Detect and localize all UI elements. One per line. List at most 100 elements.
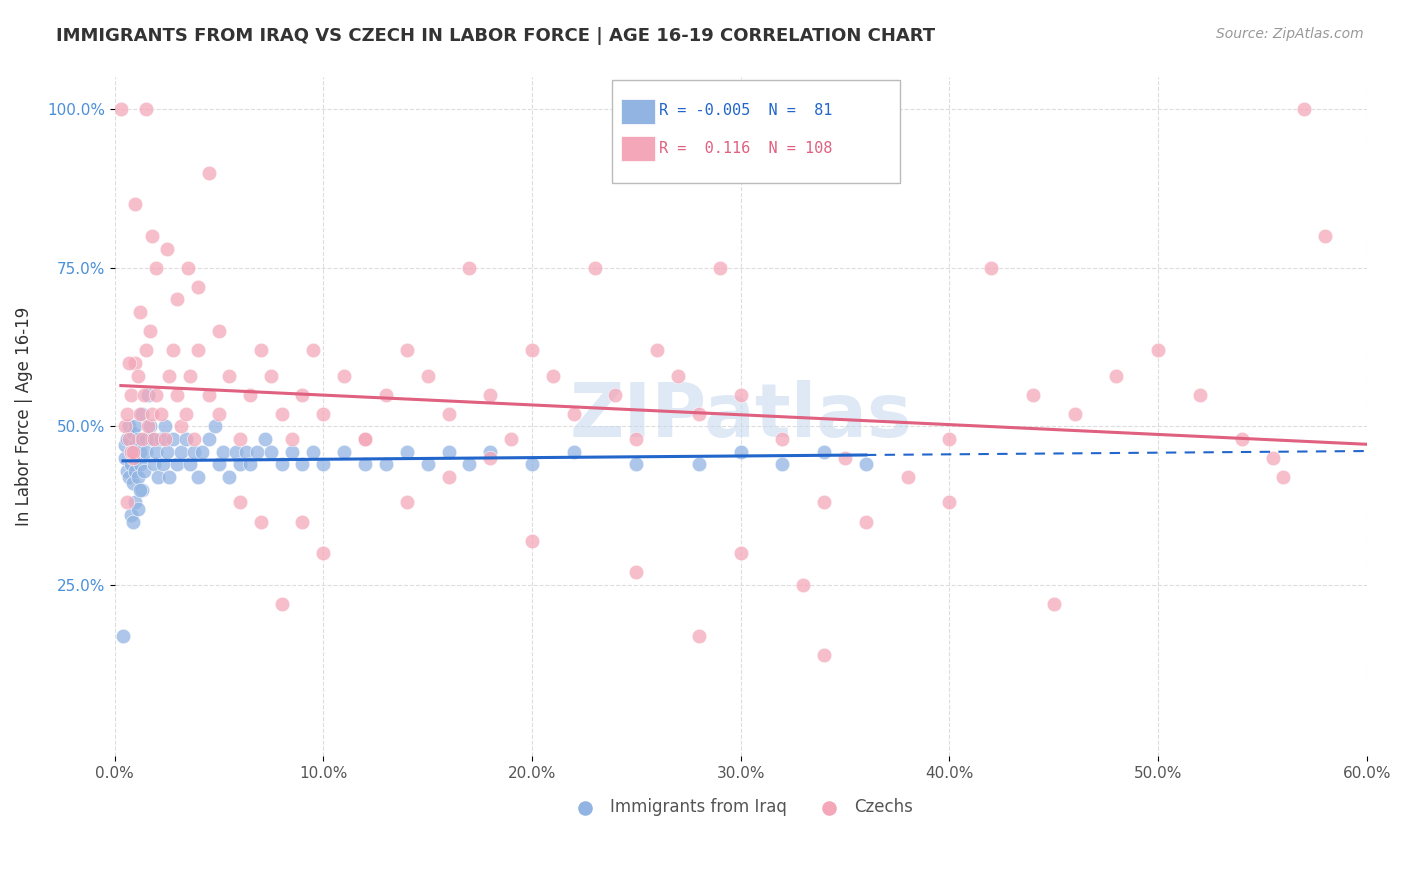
Point: [374, 387, 396, 401]
Point: [166, 458, 188, 472]
Point: [1042, 597, 1064, 611]
Point: [605, 387, 627, 401]
Point: [980, 260, 1002, 275]
Point: [152, 458, 174, 472]
Point: [174, 407, 197, 421]
Point: [520, 343, 543, 358]
Point: [855, 458, 877, 472]
Point: [437, 407, 460, 421]
Point: [179, 458, 201, 472]
Point: [153, 419, 176, 434]
Point: [139, 324, 162, 338]
Point: [291, 387, 314, 401]
Point: [479, 444, 502, 458]
Point: [157, 368, 180, 383]
Point: [122, 476, 145, 491]
Point: [208, 458, 231, 472]
Point: [239, 458, 262, 472]
Point: [458, 260, 481, 275]
Point: [114, 451, 136, 466]
Point: [124, 464, 146, 478]
Point: [583, 260, 606, 275]
Point: [131, 407, 153, 421]
Point: [479, 387, 502, 401]
Point: [229, 432, 252, 446]
Point: [730, 387, 752, 401]
Point: [281, 432, 304, 446]
Point: [124, 451, 146, 466]
Point: [626, 566, 648, 580]
Point: [162, 343, 184, 358]
Point: [114, 438, 136, 452]
Point: [118, 356, 141, 370]
Point: [139, 419, 162, 434]
Point: [115, 407, 138, 421]
Point: [197, 387, 219, 401]
Point: [124, 495, 146, 509]
Point: [122, 425, 145, 440]
Point: [312, 458, 335, 472]
Point: [111, 629, 134, 643]
Point: [145, 444, 167, 458]
Point: [156, 242, 179, 256]
Point: [218, 470, 240, 484]
Point: [229, 495, 252, 509]
Point: [374, 458, 396, 472]
Y-axis label: In Labor Force | Age 16-19: In Labor Force | Age 16-19: [15, 307, 32, 526]
Point: [792, 578, 814, 592]
Point: [114, 419, 136, 434]
Point: [855, 515, 877, 529]
Point: [118, 432, 141, 446]
Point: [122, 451, 145, 466]
Point: [120, 444, 142, 458]
Point: [124, 356, 146, 370]
Point: [312, 546, 335, 560]
Point: [128, 483, 150, 497]
Point: [115, 495, 138, 509]
Point: [333, 368, 356, 383]
Point: [270, 458, 292, 472]
Point: [645, 343, 668, 358]
Point: [127, 470, 149, 484]
Point: [118, 419, 141, 434]
Point: [562, 407, 585, 421]
Point: [395, 343, 418, 358]
Point: [141, 229, 163, 244]
Point: [437, 444, 460, 458]
Point: [333, 444, 356, 458]
Point: [813, 495, 835, 509]
Text: R = -0.005  N =  81: R = -0.005 N = 81: [659, 103, 832, 118]
Point: [143, 458, 166, 472]
Point: [176, 260, 198, 275]
Point: [312, 407, 335, 421]
Point: [239, 387, 262, 401]
Point: [235, 444, 257, 458]
Point: [115, 464, 138, 478]
Point: [1022, 387, 1045, 401]
Point: [479, 451, 502, 466]
Point: [127, 368, 149, 383]
Point: [135, 444, 157, 458]
Point: [218, 368, 240, 383]
Point: [148, 470, 170, 484]
Point: [124, 419, 146, 434]
Point: [208, 407, 231, 421]
Point: [128, 444, 150, 458]
Point: [131, 483, 153, 497]
Point: [132, 464, 155, 478]
Point: [302, 343, 325, 358]
Point: [128, 305, 150, 319]
Point: [122, 444, 145, 458]
Point: [1261, 451, 1284, 466]
Text: Source: ZipAtlas.com: Source: ZipAtlas.com: [1216, 27, 1364, 41]
Point: [187, 470, 209, 484]
Point: [709, 260, 731, 275]
Point: [245, 444, 267, 458]
Point: [354, 432, 377, 446]
Point: [1294, 102, 1316, 116]
Point: [249, 515, 271, 529]
Point: [157, 470, 180, 484]
Point: [166, 387, 188, 401]
Text: IMMIGRANTS FROM IRAQ VS CZECH IN LABOR FORCE | AGE 16-19 CORRELATION CHART: IMMIGRANTS FROM IRAQ VS CZECH IN LABOR F…: [56, 27, 935, 45]
Point: [730, 444, 752, 458]
